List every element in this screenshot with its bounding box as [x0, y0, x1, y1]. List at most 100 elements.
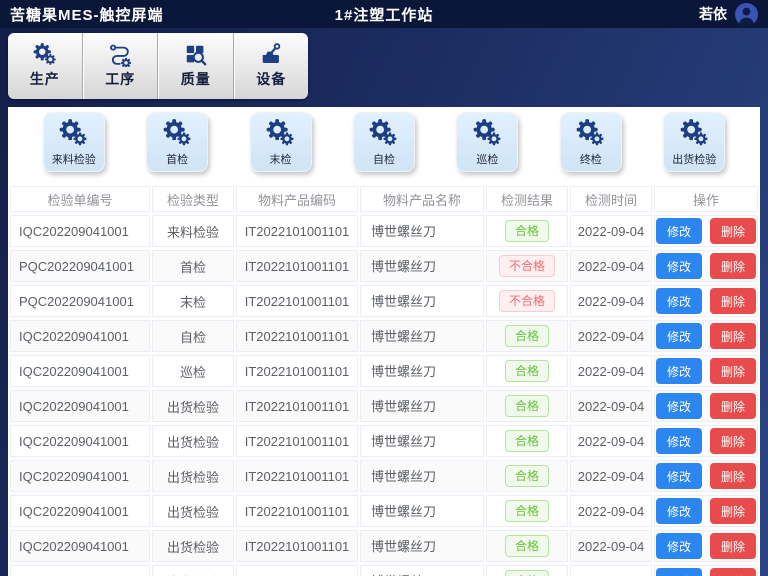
material-code-cell: IT2022101001101	[236, 320, 358, 352]
tab-incoming-inspection[interactable]: 来料检验	[42, 112, 105, 172]
username: 若依	[699, 6, 727, 22]
result-badge: 合格	[504, 535, 549, 557]
inspection-id-cell: IQC202209041001	[10, 565, 150, 576]
inspection-id-cell: IQC202209041001	[10, 320, 150, 352]
material-name-cell: 博世螺丝刀	[360, 355, 484, 387]
result-cell: 合格	[486, 355, 568, 387]
tab-label: 终检	[579, 154, 602, 166]
material-name-cell: 博世螺丝刀	[360, 285, 484, 317]
delete-button[interactable]: 删除	[710, 358, 757, 384]
table-header-row: 检验单编号 检验类型 物料产品编码 物料产品名称 检测结果 检测时间 操作	[10, 186, 758, 212]
delete-button[interactable]: 删除	[710, 568, 757, 576]
main-nav: 生产 工序 质量 设备	[8, 33, 308, 99]
edit-button[interactable]: 修改	[655, 323, 702, 349]
nav-item-production[interactable]: 生产	[8, 33, 83, 99]
date-cell: 2022-09-04	[570, 215, 652, 247]
edit-button[interactable]: 修改	[655, 568, 702, 576]
material-code-cell: IT2022101001101	[236, 565, 358, 576]
tab-first-inspection[interactable]: 首检	[146, 112, 209, 172]
edit-button[interactable]: 修改	[655, 288, 702, 314]
actions-cell: 修改 删除	[654, 285, 758, 317]
edit-button[interactable]: 修改	[655, 218, 702, 244]
date-cell: 2022-09-04	[570, 425, 652, 457]
column-header: 物料产品编码	[236, 186, 358, 212]
result-cell: 合格	[486, 495, 568, 527]
result-cell: 不合格	[486, 250, 568, 282]
station-title: 1#注塑工作站	[334, 6, 434, 24]
tab-self-inspection[interactable]: 自检	[352, 112, 415, 172]
inspection-type-cell: 末检	[152, 285, 234, 317]
inspection-id-cell: PQC202209041001	[10, 285, 150, 317]
inspection-table: 检验单编号 检验类型 物料产品编码 物料产品名称 检测结果 检测时间 操作 IQ…	[10, 186, 758, 576]
delete-button[interactable]: 删除	[710, 533, 757, 559]
tab-final-inspection[interactable]: 终检	[559, 112, 622, 172]
actions-cell: 修改 删除	[654, 215, 758, 247]
material-name-cell: 博世螺丝刀	[360, 250, 484, 282]
tab-patrol-inspection[interactable]: 巡检	[456, 112, 519, 172]
delete-button[interactable]: 删除	[710, 498, 757, 524]
date-cell: 2022-09-04	[570, 460, 652, 492]
edit-button[interactable]: 修改	[655, 533, 702, 559]
table-row: IQC202209041001 巡检 IT2022101001101 博世螺丝刀…	[10, 355, 758, 387]
tab-shipment-inspection[interactable]: 出货检验	[663, 112, 726, 172]
inspection-type-cell: 出货检验	[152, 565, 234, 576]
delete-button[interactable]: 删除	[710, 393, 757, 419]
table-row: IQC202209041001 出货检验 IT2022101001101 博世螺…	[10, 495, 758, 527]
inspection-id-cell: IQC202209041001	[10, 425, 150, 457]
column-header: 检测时间	[570, 186, 652, 212]
result-badge: 合格	[504, 465, 549, 487]
avatar-icon[interactable]	[735, 2, 758, 26]
delete-button[interactable]: 删除	[710, 218, 757, 244]
nav-item-quality[interactable]: 质量	[158, 33, 234, 99]
edit-button[interactable]: 修改	[655, 498, 702, 524]
delete-button[interactable]: 删除	[710, 428, 757, 454]
nav-item-equipment[interactable]: 设备	[233, 33, 309, 99]
material-code-cell: IT2022101001101	[236, 530, 358, 562]
material-code-cell: IT2022101001101	[236, 495, 358, 527]
inspection-id-cell: IQC202209041001	[10, 355, 150, 387]
result-cell: 合格	[486, 215, 568, 247]
column-header: 检验类型	[152, 186, 234, 212]
edit-button[interactable]: 修改	[655, 253, 702, 279]
gears-icon	[680, 119, 709, 148]
edit-button[interactable]: 修改	[655, 393, 702, 419]
material-code-cell: IT2022101001101	[236, 250, 358, 282]
result-cell: 不合格	[486, 285, 568, 317]
tab-label: 首检	[166, 154, 189, 166]
gears-icon	[59, 119, 88, 148]
gears-icon	[473, 119, 502, 148]
delete-button[interactable]: 删除	[710, 463, 757, 489]
material-name-cell: 博世螺丝刀	[360, 565, 484, 576]
edit-button[interactable]: 修改	[655, 428, 702, 454]
delete-button[interactable]: 删除	[710, 288, 757, 314]
inspection-type-cell: 出货检验	[152, 495, 234, 527]
table-row: IQC202209041001 出货检验 IT2022101001101 博世螺…	[10, 530, 758, 562]
date-cell: 2022-09-04	[570, 355, 652, 387]
result-badge: 不合格	[498, 255, 555, 277]
material-name-cell: 博世螺丝刀	[360, 390, 484, 422]
result-cell: 合格	[486, 460, 568, 492]
actions-cell: 修改 删除	[654, 250, 758, 282]
material-name-cell: 博世螺丝刀	[360, 495, 484, 527]
material-code-cell: IT2022101001101	[236, 215, 358, 247]
delete-button[interactable]: 删除	[710, 323, 757, 349]
edit-button[interactable]: 修改	[655, 358, 702, 384]
material-name-cell: 博世螺丝刀	[360, 530, 484, 562]
column-header: 检测结果	[486, 186, 568, 212]
gears-icon	[369, 119, 398, 148]
nav-item-process[interactable]: 工序	[82, 33, 158, 99]
delete-button[interactable]: 删除	[710, 253, 757, 279]
table-row: IQC202209041001 出货检验 IT2022101001101 博世螺…	[10, 390, 758, 422]
user-menu[interactable]: 若依	[699, 2, 758, 26]
inspection-type-cell: 巡检	[152, 355, 234, 387]
edit-button[interactable]: 修改	[655, 463, 702, 489]
table-row: PQC202209041001 首检 IT2022101001101 博世螺丝刀…	[10, 250, 758, 282]
date-cell: 2022-09-04	[570, 285, 652, 317]
gears-icon	[163, 119, 192, 148]
actions-cell: 修改 删除	[654, 355, 758, 387]
gears-icon	[576, 119, 605, 148]
tab-last-inspection[interactable]: 末检	[249, 112, 312, 172]
result-badge: 合格	[504, 395, 549, 417]
inspection-type-cell: 出货检验	[152, 530, 234, 562]
result-badge: 合格	[504, 360, 549, 382]
